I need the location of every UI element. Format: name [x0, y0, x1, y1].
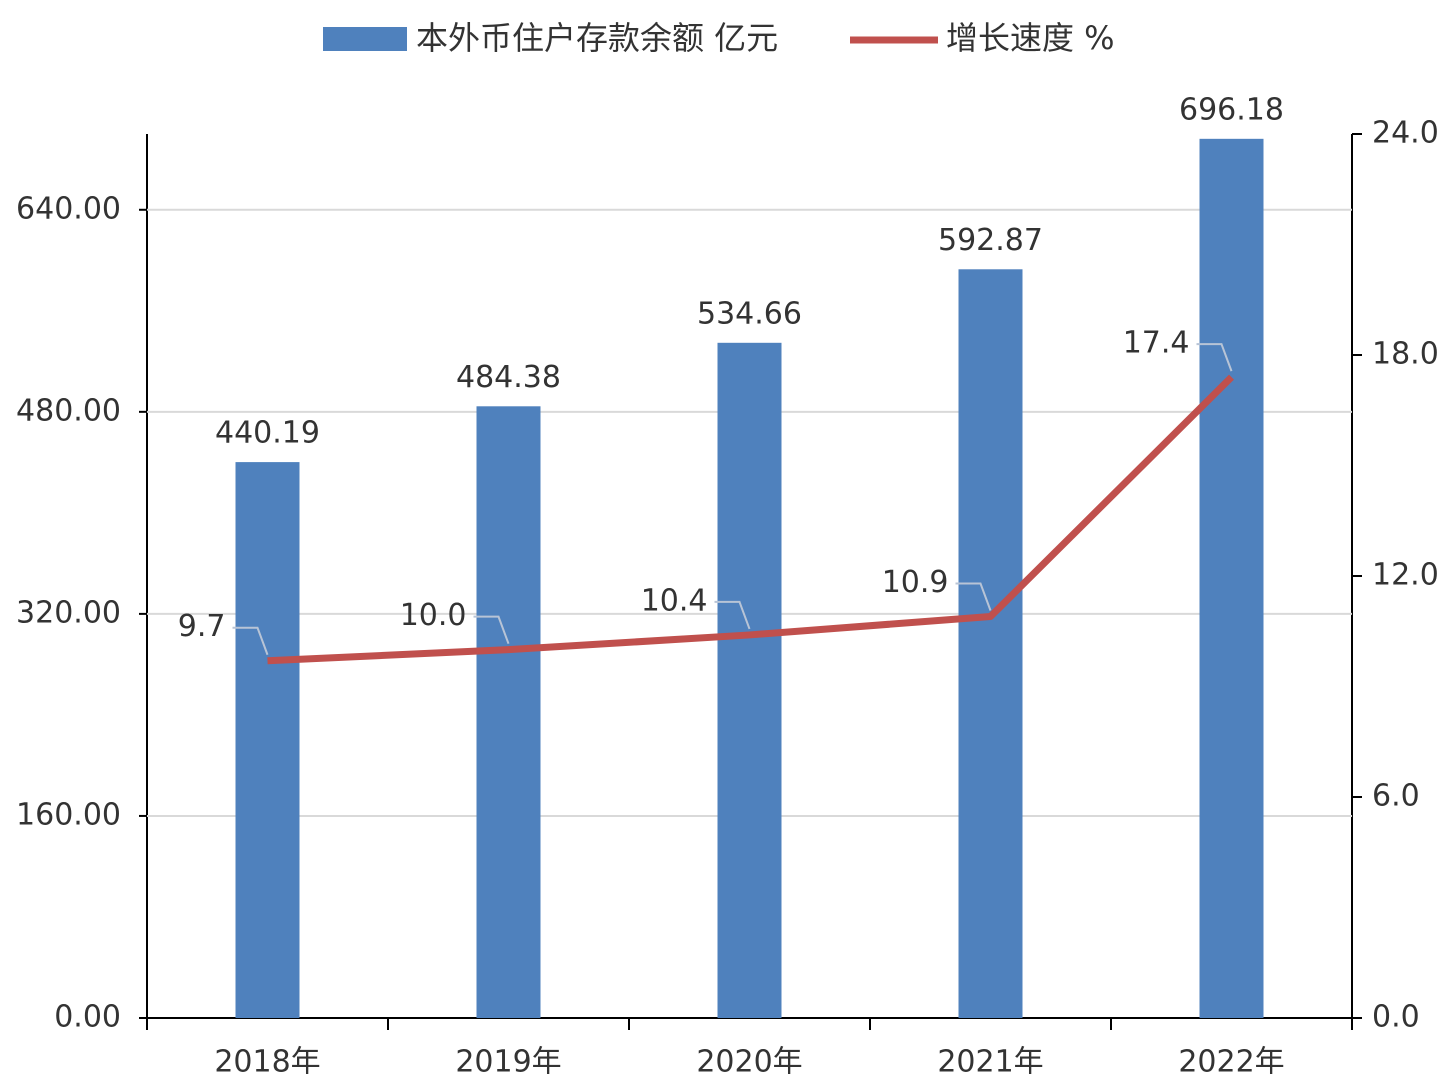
- x-tick-label: 2018年: [214, 1045, 320, 1080]
- x-tick-label: 2022年: [1178, 1045, 1284, 1080]
- y2-tick-label: 12.0: [1372, 558, 1439, 593]
- bar: [717, 342, 782, 1019]
- label-leader: [714, 600, 751, 630]
- bar-value-label: 592.87: [938, 223, 1043, 258]
- line: [267, 374, 1234, 665]
- y-tick-label: 480.00: [16, 393, 121, 428]
- line-value-label: 10.4: [641, 583, 708, 618]
- y-tick-label: 0.00: [54, 1000, 121, 1035]
- bar-value-label: 440.19: [215, 416, 320, 451]
- bar-value-label: 484.38: [456, 360, 561, 395]
- y2-tick-label: 18.0: [1372, 337, 1439, 372]
- legend-label: 本外币住户存款余额 亿元: [416, 19, 778, 57]
- legend-swatch: [323, 27, 407, 51]
- bar: [1199, 138, 1264, 1019]
- x-tick-label: 2020年: [696, 1045, 802, 1080]
- label-leader: [473, 615, 510, 645]
- bar-value-label: 696.18: [1179, 92, 1284, 127]
- line-value-label: 10.9: [882, 565, 949, 600]
- y-tick-label: 320.00: [16, 595, 121, 630]
- bar: [958, 269, 1023, 1018]
- x-tick-label: 2019年: [455, 1045, 561, 1080]
- bar: [235, 462, 300, 1018]
- bar-value-label: 534.66: [697, 296, 802, 331]
- line-value-label: 17.4: [1123, 326, 1190, 361]
- x-tick-label: 2021年: [937, 1045, 1043, 1080]
- label-leader: [232, 626, 269, 656]
- y2-tick-label: 0.0: [1372, 1000, 1420, 1035]
- y2-tick-label: 24.0: [1372, 116, 1439, 151]
- y-tick-label: 160.00: [16, 797, 121, 832]
- y2-tick-label: 6.0: [1372, 779, 1420, 814]
- legend-label: 增长速度 %: [946, 19, 1115, 57]
- bar: [476, 406, 541, 1019]
- label-leader: [955, 582, 992, 611]
- line-value-label: 9.7: [178, 609, 226, 644]
- y-tick-label: 640.00: [16, 191, 121, 226]
- label-leader: [1196, 343, 1233, 372]
- line-value-label: 10.0: [400, 598, 467, 633]
